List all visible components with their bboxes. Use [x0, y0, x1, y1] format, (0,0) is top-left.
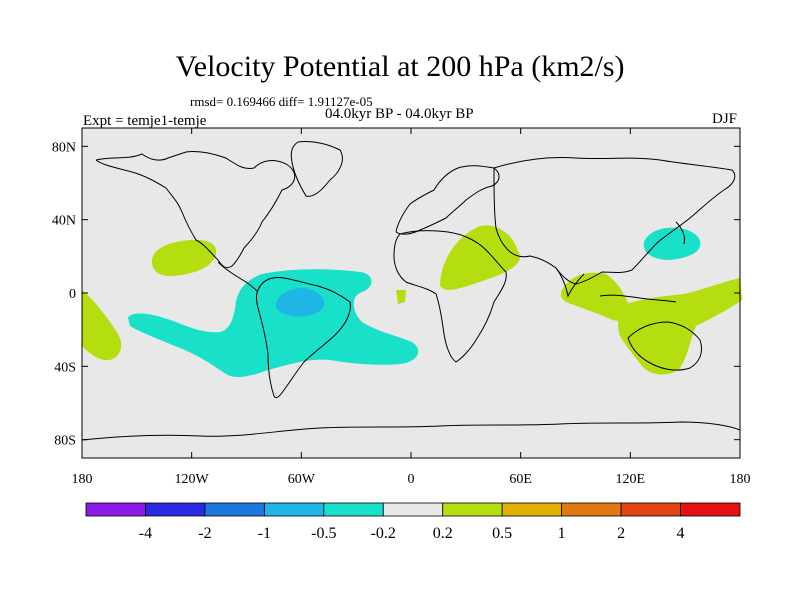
coast-north-america — [95, 151, 296, 269]
coast-africa — [393, 230, 507, 363]
colorbar-swatch — [501, 502, 563, 517]
x-tick-label: 120W — [175, 472, 210, 487]
colorbar-swatch — [442, 502, 503, 517]
x-tick-label: 120E — [616, 472, 646, 487]
negative-region-south-atlantic — [128, 269, 419, 377]
coast-greenland — [290, 141, 343, 197]
positive-region-australia-pacific — [618, 278, 742, 375]
period-label: 04.0kyr BP - 04.0kyr BP — [325, 106, 474, 122]
x-tick-label: 0 — [408, 472, 415, 487]
coast-europe — [395, 165, 500, 235]
colorbar-label: 4 — [677, 525, 685, 542]
x-tick-label: 180 — [730, 472, 751, 487]
negative-region-mid-amazon — [275, 288, 325, 317]
coastlines — [81, 141, 741, 441]
coast-japan — [675, 221, 685, 245]
colorbar-swatch — [561, 502, 622, 517]
coast-south-america — [256, 277, 351, 399]
colorbar-label: -2 — [198, 525, 211, 542]
negative-region-north-pacific-japan — [643, 227, 701, 260]
positive-region-africa-arabia — [440, 225, 520, 290]
colorbar: -4 -2 -1 -0.5 -0.2 0.2 0.5 1 2 4 — [85, 502, 741, 542]
colorbar-swatch — [204, 502, 265, 517]
axes-ticks: 80N 40N 0 40S 80S 180 120W 60W 0 60E 120E 180 — [52, 128, 751, 487]
colorbar-label: -0.2 — [371, 525, 396, 542]
colorbar-swatch — [620, 502, 681, 517]
colorbar-label: -4 — [139, 525, 152, 542]
y-tick-label: 80S — [54, 434, 76, 449]
colorbar-label: 1 — [558, 525, 566, 542]
plot-title: Velocity Potential at 200 hPa (km2/s) — [175, 50, 625, 83]
colorbar-label: -0.5 — [311, 525, 336, 542]
positive-region-west-edge — [82, 290, 122, 361]
colorbar-label: 0.2 — [433, 525, 453, 542]
experiment-label: Expt = temje1-temje — [83, 113, 207, 129]
colorbar-swatch — [145, 502, 206, 517]
y-tick-label: 80N — [52, 140, 76, 155]
coast-antarctica — [81, 421, 741, 441]
positive-region-small-atlantic — [396, 290, 406, 304]
colorbar-swatch — [323, 502, 384, 517]
coast-asia — [493, 157, 736, 285]
anomaly-shading — [82, 225, 742, 377]
season-label: DJF — [712, 111, 738, 127]
x-tick-label: 60E — [509, 472, 532, 487]
colorbar-swatch — [680, 502, 741, 517]
coast-indonesia — [599, 294, 677, 303]
colorbar-label: 2 — [617, 525, 625, 542]
colorbar-swatch — [85, 502, 146, 517]
colorbar-label: -1 — [258, 525, 271, 542]
x-tick-label: 60W — [288, 472, 316, 487]
coast-india — [555, 267, 585, 298]
colorbar-label: 0.5 — [492, 525, 512, 542]
colorbar-swatch — [263, 502, 325, 517]
coast-central-america — [217, 261, 259, 293]
colorbar-swatch — [382, 502, 444, 517]
positive-region-north-pacific — [151, 239, 217, 277]
rmsd-diff-stats: rmsd= 0.169466 diff= 1.91127e-05 — [190, 94, 373, 109]
y-tick-label: 40S — [54, 360, 76, 375]
positive-region-indian-ocean — [560, 272, 630, 321]
map-background — [82, 128, 740, 458]
y-tick-label: 0 — [69, 287, 76, 302]
coast-australia — [627, 321, 703, 371]
y-tick-label: 40N — [52, 214, 76, 229]
x-tick-label: 180 — [72, 472, 93, 487]
